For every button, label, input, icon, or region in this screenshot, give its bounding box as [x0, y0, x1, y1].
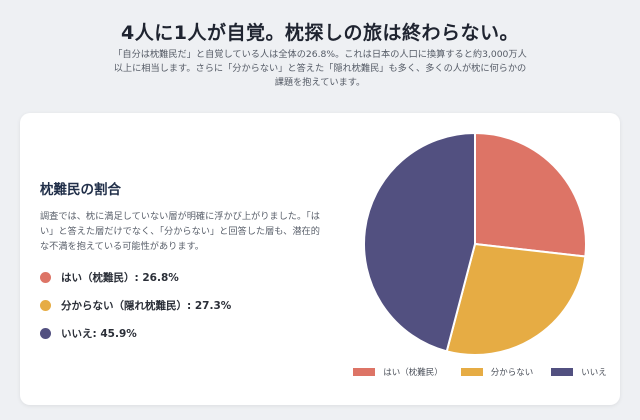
stat-label-yes: はい（枕難民）: 26.8% [61, 271, 179, 284]
pie-chart-container [340, 123, 610, 373]
legend-item-no[interactable]: いいえ [551, 366, 607, 378]
stat-dot-yes [40, 271, 51, 283]
legend-swatch-no [551, 368, 574, 376]
card-description: 調査では、枕に満足していない層が明確に浮かび上がりました。「はい」と答えた層だけ… [40, 211, 320, 252]
legend-label-unknown: 分からない [490, 368, 534, 378]
stat-item-yes: はい（枕難民）: 26.8% [40, 263, 231, 291]
pie-slice-no[interactable] [363, 131, 476, 353]
card-title: 枕難民の割合 [40, 182, 121, 198]
stat-list: はい（枕難民）: 26.8% 分からない（隠れ枕難民）: 27.3% いいえ: … [40, 263, 231, 347]
chart-card: 枕難民の割合 調査では、枕に満足していない層が明確に浮かび上がりました。「はい」… [20, 113, 620, 405]
legend-swatch-unknown [460, 368, 483, 376]
chart-legend: はい（枕難民） 分からない いいえ [345, 366, 615, 378]
page-title: 4人に1人が自覚。枕探しの旅は終わらない。 [121, 22, 519, 44]
stat-item-no: いいえ: 45.9% [40, 319, 231, 347]
stat-label-unknown: 分からない（隠れ枕難民）: 27.3% [61, 299, 232, 312]
page-lead: 「自分は枕難民だ」と自覚している人は全体の26.8%。これは日本の人口に換算する… [113, 49, 527, 88]
pie-slice-yes[interactable] [474, 131, 587, 258]
stat-label-no: いいえ: 45.9% [61, 327, 137, 340]
pie-chart [363, 131, 587, 356]
legend-item-yes[interactable]: はい（枕難民） [353, 366, 443, 378]
stat-dot-unknown [40, 299, 51, 311]
legend-label-yes: はい（枕難民） [383, 368, 443, 378]
stat-dot-no [40, 327, 51, 339]
pie-slice-unknown[interactable] [445, 242, 587, 356]
legend-label-no: いいえ [581, 368, 607, 378]
legend-item-unknown[interactable]: 分からない [460, 366, 534, 378]
legend-swatch-yes [353, 368, 376, 376]
stat-item-unknown: 分からない（隠れ枕難民）: 27.3% [40, 291, 231, 319]
